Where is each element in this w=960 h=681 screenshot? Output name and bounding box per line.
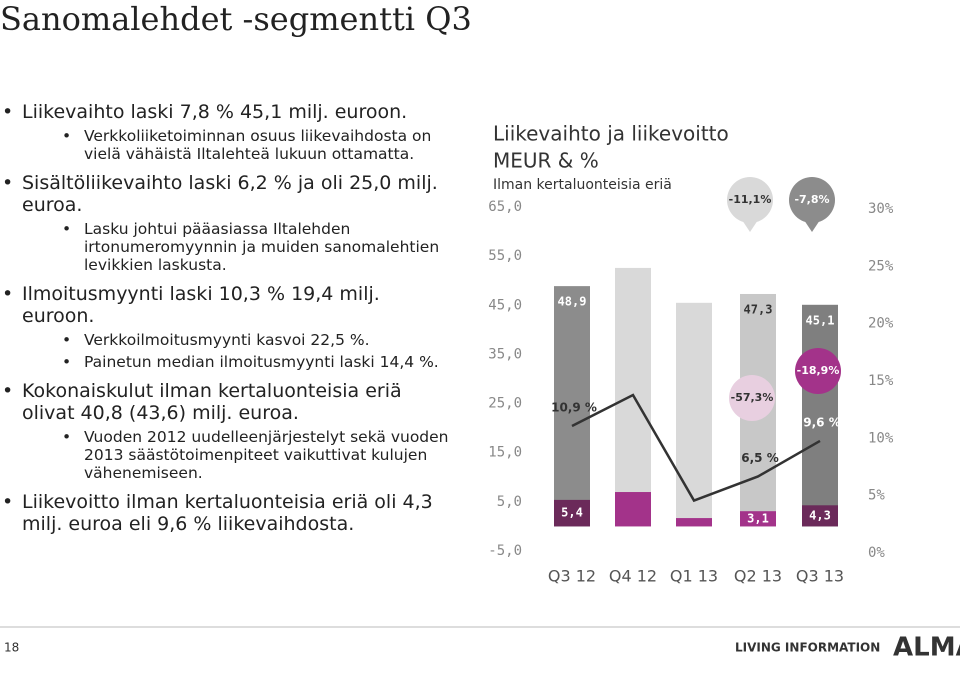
bar <box>802 304 838 527</box>
y-tick-label: 15,0 <box>488 445 522 461</box>
bar <box>615 492 651 527</box>
annotation: -11,1% <box>729 193 772 206</box>
bullet: Liikevaihto laski 7,8 % 45,1 milj. euroo… <box>0 101 455 123</box>
y2-tick-label: 10% <box>868 430 894 446</box>
y-tick-label: 35,0 <box>488 346 522 362</box>
y-tick-label: 45,0 <box>488 297 522 313</box>
y2-tick-label: 30% <box>868 201 894 217</box>
logo: ALMA <box>893 633 960 663</box>
bar <box>676 518 712 527</box>
x-tick-label: Q1 13 <box>670 567 718 586</box>
annotation: -18,9% <box>797 364 840 377</box>
page-number: 18 <box>4 641 19 655</box>
annotation: -57,3% <box>731 391 774 404</box>
y2-tick-label: 5% <box>868 488 885 504</box>
bar <box>554 286 590 527</box>
bullet: Vuoden 2012 uudelleenjärjestelyt sekä vu… <box>0 428 455 482</box>
tagline: LIVING INFORMATION <box>735 641 880 655</box>
x-tick-label: Q3 12 <box>548 567 596 586</box>
y-tick-label: 5,0 <box>497 494 522 510</box>
value-label: 47,3 <box>744 302 773 316</box>
bar <box>802 505 838 527</box>
y2-tick-label: 15% <box>868 373 894 389</box>
bullet: Verkkoilmoitusmyynti kasvoi 22,5 %. <box>0 331 455 349</box>
bar <box>676 302 712 527</box>
value-label: 3,1 <box>747 511 769 525</box>
y-tick-label: 65,0 <box>488 199 522 215</box>
value-label: 4,3 <box>809 508 831 522</box>
bullet: Sisältöliikevaihto laski 6,2 % ja oli 25… <box>0 172 455 216</box>
chart-title: Liikevaihto ja liikevoitto <box>493 122 729 146</box>
slide-title: Sanomalehdet -segmentti Q3 <box>0 0 472 38</box>
x-tick-label: Q2 13 <box>734 567 782 586</box>
chart-unit: MEUR & % <box>493 149 599 173</box>
y-tick-label: 55,0 <box>488 248 522 264</box>
value-label: 45,1 <box>806 313 835 327</box>
chart-subtitle: Ilman kertaluonteisia eriä <box>493 177 672 193</box>
y-tick-label: -5,0 <box>488 543 522 559</box>
bullet: Ilmoitusmyynti laski 10,3 % 19,4 milj. e… <box>0 283 455 327</box>
value-label: 5,4 <box>561 506 583 520</box>
bullet-list: Liikevaihto laski 7,8 % 45,1 milj. euroo… <box>0 96 455 535</box>
bar <box>740 511 776 527</box>
line <box>571 393 821 503</box>
bullet: Lasku johtui pääasiassa Iltalehden irton… <box>0 220 455 274</box>
y-tick-label: 25,0 <box>488 396 522 412</box>
bullet: Liikevoitto ilman kertaluonteisia eriä o… <box>0 491 455 535</box>
y2-tick-label: 25% <box>868 258 894 274</box>
x-tick-label: Q4 12 <box>609 567 657 586</box>
value-label: 10,9 % <box>551 401 597 415</box>
bullet: Painetun median ilmoitusmyynti laski 14,… <box>0 353 455 371</box>
value-label: 9,6 % <box>803 415 840 429</box>
y2-tick-label: 0% <box>868 545 885 561</box>
bar <box>554 499 590 527</box>
growth-bubble: -11,1% -7,8% -57,3% -18,9% <box>727 177 841 421</box>
bullet: Verkkoliiketoiminnan osuus liikevaihdost… <box>0 127 455 163</box>
value-label: 48,9 <box>558 295 587 309</box>
value-label: 6,5 % <box>741 451 778 465</box>
annotation: -7,8% <box>794 193 829 206</box>
x-tick-label: Q3 13 <box>796 567 844 586</box>
bullet: Kokonaiskulut ilman kertaluonteisia eriä… <box>0 380 455 424</box>
y2-tick-label: 20% <box>868 316 894 332</box>
